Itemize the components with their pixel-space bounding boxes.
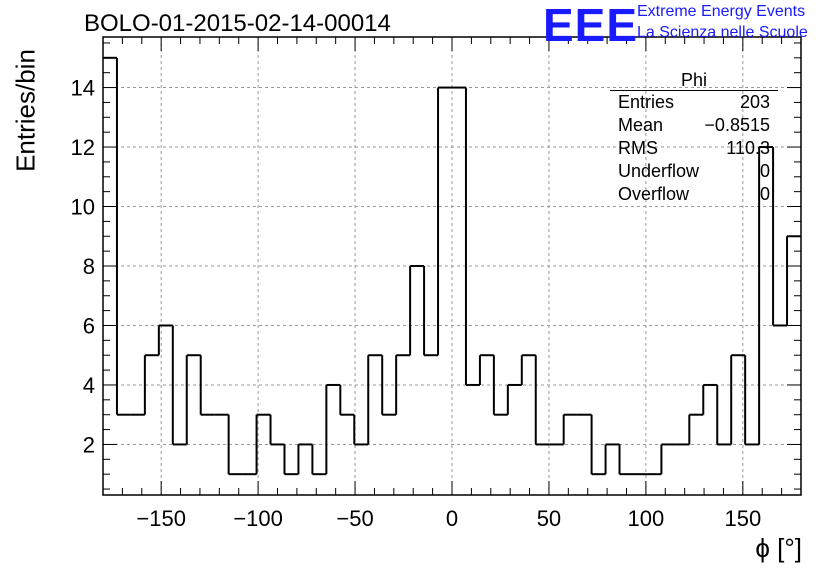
stats-label: Overflow <box>618 184 690 204</box>
stats-label: Mean <box>618 115 664 135</box>
x-tick-label: 50 <box>537 506 561 531</box>
stats-row-underflow: Underflow 0 <box>610 160 778 183</box>
stats-value: 203 <box>739 92 770 112</box>
stats-title: Phi <box>610 70 778 91</box>
stats-row-rms: RMS 110.3 <box>610 137 778 160</box>
stats-row-overflow: Overflow 0 <box>610 183 778 206</box>
x-tick-label: −50 <box>336 506 373 531</box>
x-tick-label: 100 <box>628 506 665 531</box>
y-tick-label: 10 <box>71 195 95 220</box>
stats-box: Phi Entries 203 Mean −0.8515 RMS 110.3 U… <box>610 70 778 206</box>
y-tick-label: 4 <box>83 373 95 398</box>
y-tick-label: 8 <box>83 254 95 279</box>
stats-label: RMS <box>618 138 658 158</box>
stats-label: Underflow <box>618 161 700 181</box>
stats-value: 0 <box>759 161 770 181</box>
grid-lines <box>103 37 801 495</box>
y-tick-label: 6 <box>83 313 95 338</box>
histogram-series <box>103 56 801 476</box>
stats-value: −0.8515 <box>704 115 770 135</box>
stats-row-mean: Mean −0.8515 <box>610 114 778 137</box>
y-tick-label: 14 <box>71 76 95 101</box>
x-tick-label: 150 <box>724 506 761 531</box>
chart-title: BOLO-01-2015-02-14-00014 <box>84 10 391 37</box>
x-axis-label: ϕ [°] <box>755 533 802 563</box>
eee-logo-line1: Extreme Energy Events <box>637 3 806 20</box>
x-tick-label: 0 <box>446 506 458 531</box>
x-tick-label: −100 <box>233 506 283 531</box>
stats-row-entries: Entries 203 <box>610 91 778 114</box>
x-tick-label: −150 <box>136 506 186 531</box>
axis-ticks <box>102 37 802 495</box>
y-axis-label: Entries/bin <box>10 49 41 172</box>
eee-logo-line2: La Scienza nelle Scuole <box>637 24 808 41</box>
eee-logo: EEE <box>543 0 639 51</box>
y-tick-label: 12 <box>71 135 95 160</box>
y-tick-label: 2 <box>83 432 95 457</box>
stats-value: 0 <box>759 184 770 204</box>
stats-label: Entries <box>618 92 675 112</box>
axis-tick-labels: −150 −100 −50 0 50 100 150 2 4 6 8 10 12 14 <box>71 76 762 531</box>
stats-value: 110.3 <box>726 138 770 158</box>
